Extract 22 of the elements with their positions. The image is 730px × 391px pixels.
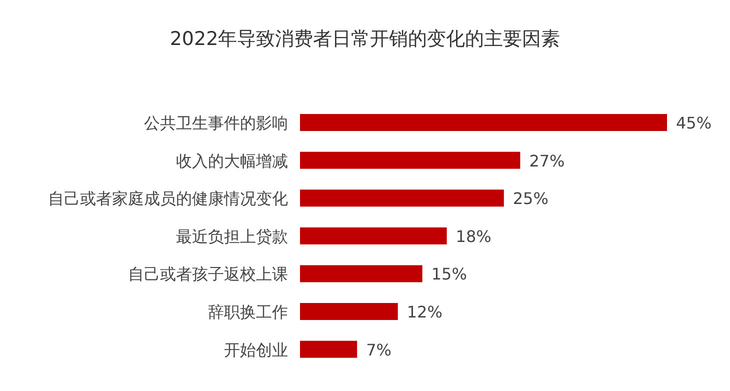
data-label: 25% xyxy=(512,189,548,208)
data-label: 27% xyxy=(529,151,565,170)
y-tick-label: 最近负担上贷款 xyxy=(176,226,288,246)
data-label: 45% xyxy=(676,114,712,132)
y-tick-label: 开始创业 xyxy=(224,340,288,360)
data-label: 7% xyxy=(366,340,392,360)
y-tick-label: 辞职换工作 xyxy=(208,302,288,322)
bar xyxy=(300,303,398,320)
y-tick-label: 自己或者家庭成员的健康情况变化 xyxy=(48,189,288,208)
bar xyxy=(300,265,422,282)
y-tick-label: 自己或者孩子返校上课 xyxy=(128,264,288,284)
y-tick-label: 收入的大幅增减 xyxy=(176,151,288,170)
bar xyxy=(300,152,520,169)
y-tick-label: 公共卫生事件的影响 xyxy=(144,114,288,132)
data-label: 12% xyxy=(406,302,442,322)
data-label: 18% xyxy=(456,226,492,246)
chart-title: 2022年导致消费者日常开销的变化的主要因素 xyxy=(170,28,560,50)
bar xyxy=(300,227,447,244)
bar xyxy=(300,190,504,207)
bar xyxy=(300,114,667,131)
bar xyxy=(300,340,358,358)
data-label: 15% xyxy=(431,264,467,284)
